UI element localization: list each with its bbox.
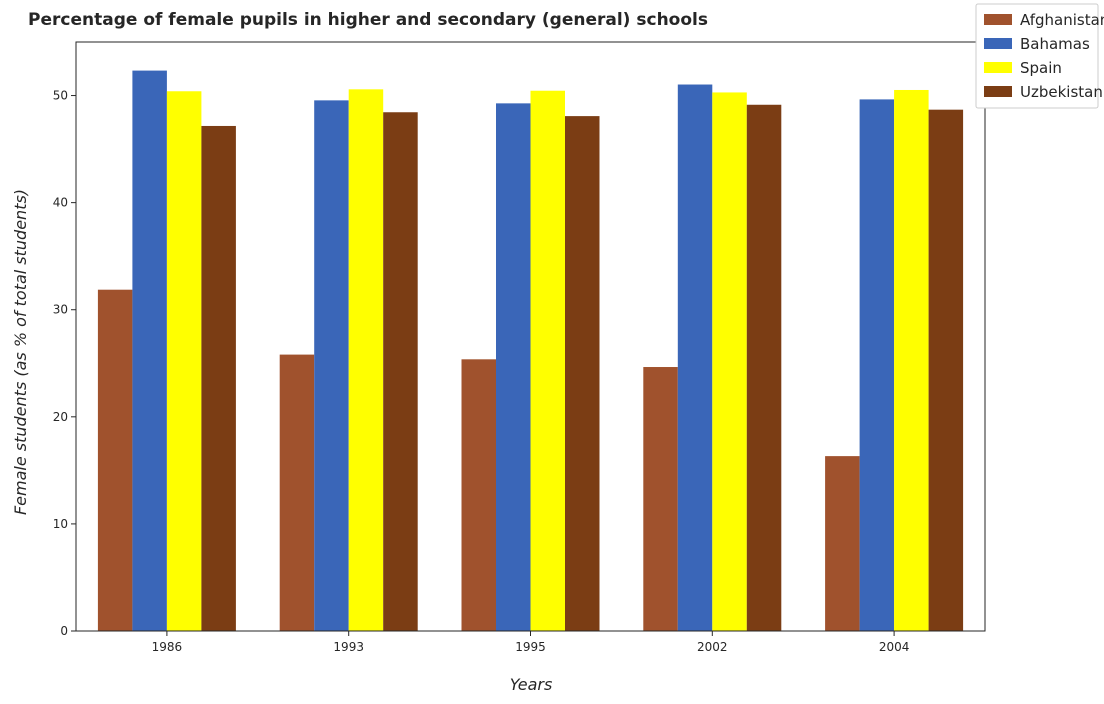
x-tick-label: 2002 — [697, 640, 728, 654]
x-axis: 1986 1993 1995 2002 2004 — [152, 631, 910, 654]
bar-afghanistan-1986 — [98, 290, 132, 631]
legend-swatch-afghanistan — [984, 14, 1012, 25]
bar-bahamas-2002 — [678, 85, 713, 631]
x-tick-label: 1993 — [333, 640, 364, 654]
bar-afghanistan-2004 — [825, 456, 860, 631]
plot-area — [98, 71, 963, 631]
bar-uzbekistan-1995 — [565, 116, 600, 631]
legend-swatch-spain — [984, 62, 1012, 73]
y-tick-label: 50 — [53, 89, 68, 103]
legend-label-bahamas: Bahamas — [1020, 35, 1090, 53]
legend: Afghanistan Bahamas Spain Uzbekistan — [976, 4, 1104, 108]
x-axis-label: Years — [510, 675, 553, 694]
legend-label-uzbekistan: Uzbekistan — [1020, 83, 1103, 101]
y-tick-label: 40 — [53, 196, 68, 210]
legend-swatch-bahamas — [984, 38, 1012, 49]
bar-uzbekistan-2004 — [929, 110, 964, 631]
y-tick-label: 0 — [60, 624, 68, 638]
bar-spain-2002 — [712, 92, 747, 631]
y-axis-label: Female students (as % of total students) — [11, 189, 30, 515]
bar-spain-1993 — [349, 89, 384, 631]
y-axis: 0 10 20 30 40 50 — [53, 89, 76, 638]
x-tick-label: 2004 — [879, 640, 910, 654]
bar-bahamas-1995 — [496, 103, 531, 631]
bar-bahamas-1986 — [132, 71, 167, 631]
legend-label-spain: Spain — [1020, 59, 1062, 77]
bar-bahamas-1993 — [314, 100, 349, 631]
bar-afghanistan-1995 — [462, 359, 497, 631]
bar-spain-1995 — [531, 91, 566, 631]
bar-spain-2004 — [894, 90, 929, 631]
legend-swatch-uzbekistan — [984, 86, 1012, 97]
y-tick-label: 10 — [53, 517, 68, 531]
chart-title: Percentage of female pupils in higher an… — [28, 10, 708, 30]
bar-bahamas-2004 — [860, 99, 895, 631]
y-tick-label: 20 — [53, 410, 68, 424]
y-tick-label: 30 — [53, 303, 68, 317]
bar-uzbekistan-2002 — [747, 105, 782, 631]
x-tick-label: 1995 — [515, 640, 546, 654]
x-tick-label: 1986 — [152, 640, 183, 654]
bar-afghanistan-2002 — [643, 367, 678, 631]
bar-spain-1986 — [167, 91, 202, 631]
bar-uzbekistan-1986 — [201, 126, 236, 631]
bar-uzbekistan-1993 — [383, 112, 418, 631]
bar-afghanistan-1993 — [280, 355, 315, 631]
legend-label-afghanistan: Afghanistan — [1020, 11, 1104, 29]
